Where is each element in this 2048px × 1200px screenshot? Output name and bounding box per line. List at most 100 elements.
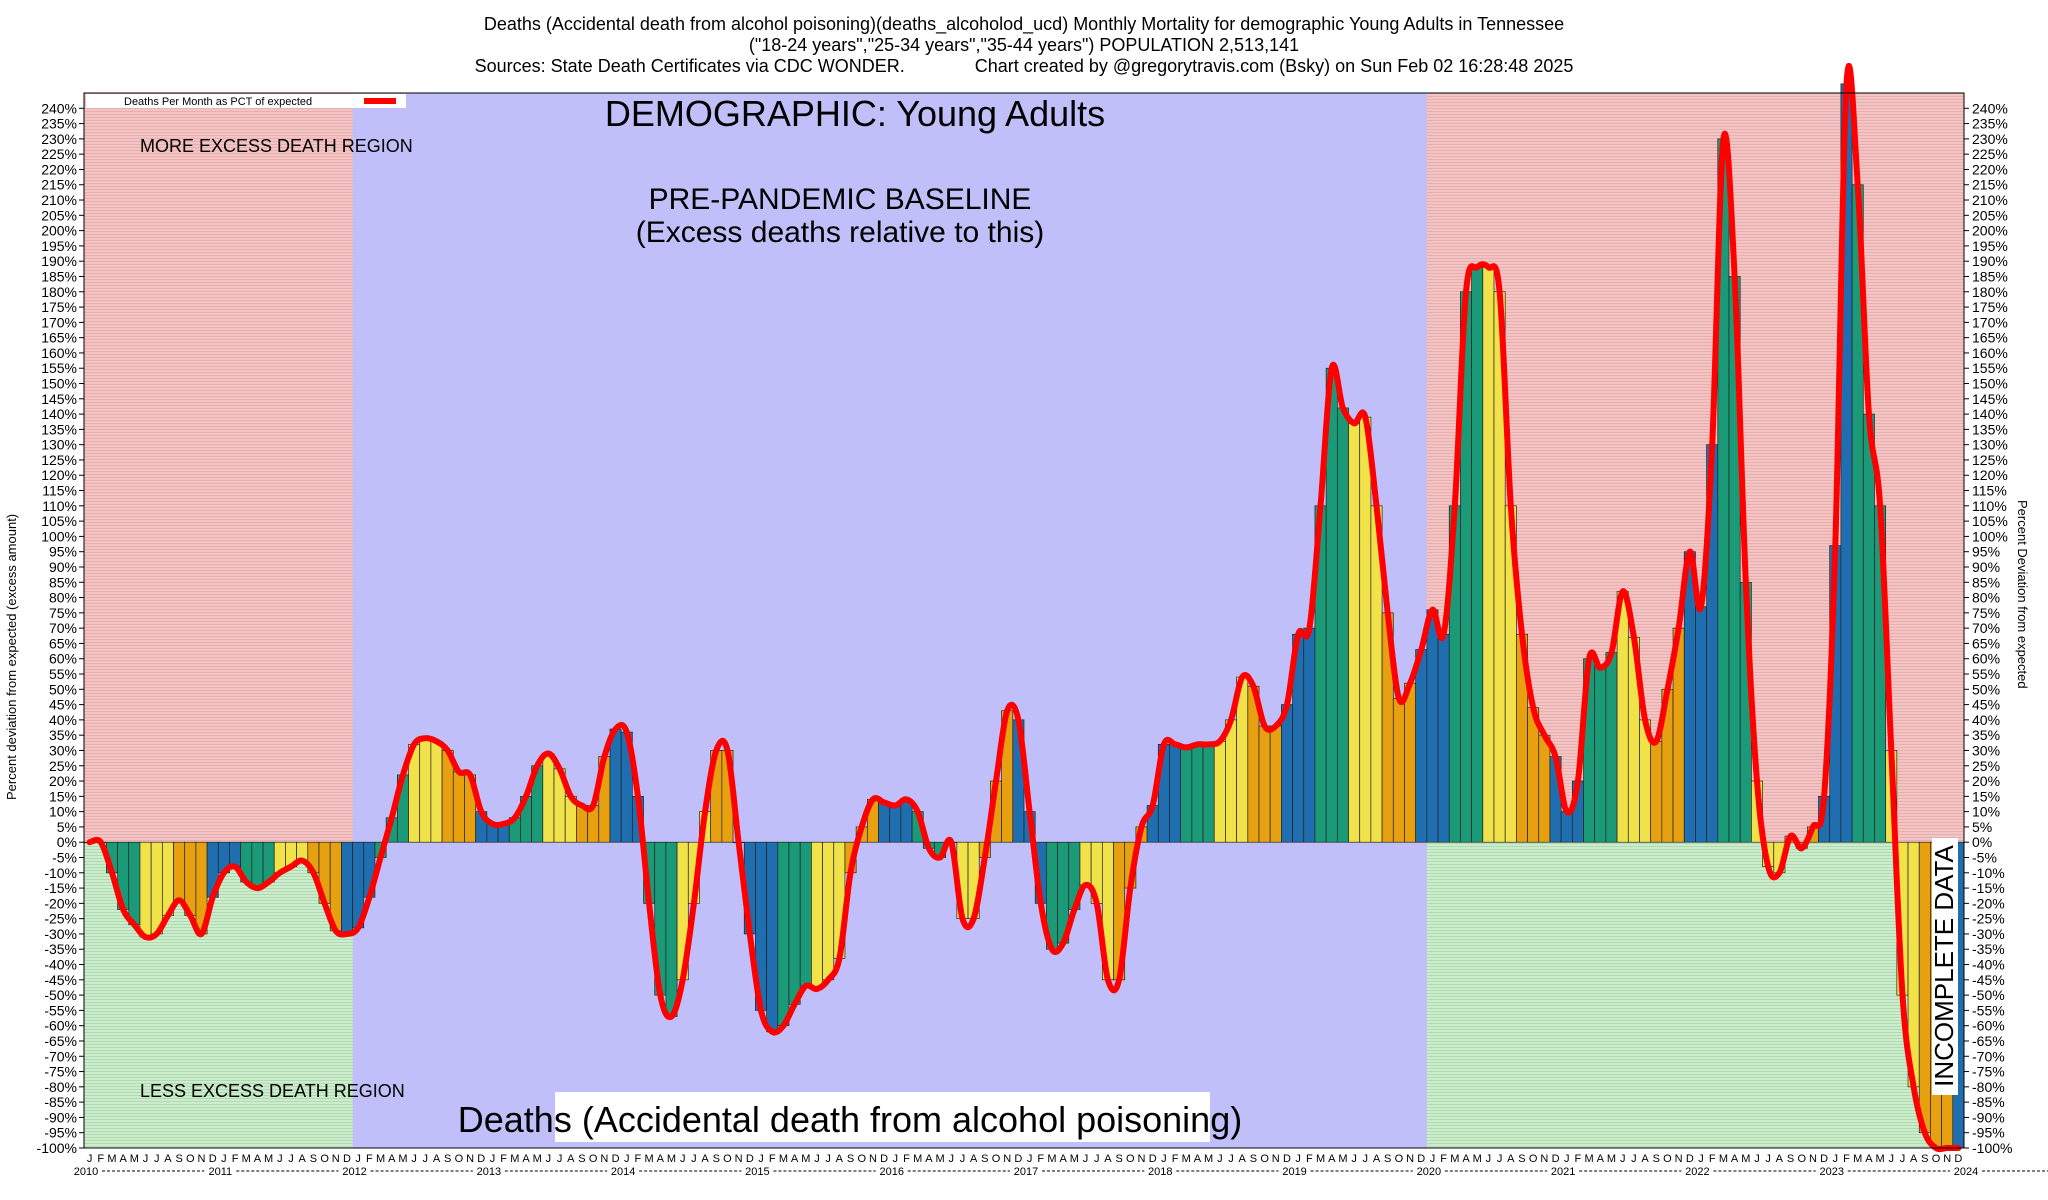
x-tick-label: S [310, 1153, 317, 1165]
year-label: 2020 [1417, 1166, 1441, 1178]
y-tick-label: 20% [49, 773, 77, 789]
y-tick-label: 155% [41, 360, 77, 376]
y-tick-label: -25% [44, 911, 77, 927]
y-tick-label-right: 10% [1972, 804, 2000, 820]
x-tick-label: J [1765, 1153, 1771, 1165]
x-tick-label: O [1126, 1153, 1135, 1165]
y-tick-label: 150% [41, 376, 77, 392]
y-tick-label: 30% [49, 742, 77, 758]
x-tick-label: D [1820, 1153, 1828, 1165]
x-tick-label: J [1698, 1153, 1704, 1165]
y-ticks: -100% -100%-95% -95%-90% -90%-85% -85%-80% -8… [37, 100, 2013, 1156]
x-tick-label: O [723, 1153, 732, 1165]
x-tick-label: J [1027, 1153, 1033, 1165]
x-tick-label: M [1741, 1153, 1750, 1165]
y-tick-label: 5% [57, 819, 77, 835]
x-tick-label: S [1518, 1153, 1525, 1165]
bar [1482, 266, 1495, 843]
x-tick-label: J [960, 1153, 966, 1165]
x-tick-label: M [935, 1153, 944, 1165]
y-tick-label: -85% [44, 1094, 77, 1110]
x-tick-label: S [713, 1153, 720, 1165]
y-tick-label-right: -85% [1972, 1094, 2005, 1110]
y-tick-label-right: -10% [1972, 865, 2005, 881]
year-label: 2017 [1014, 1166, 1038, 1178]
y-tick-label: 240% [41, 100, 77, 116]
x-tick-label: D [1686, 1153, 1694, 1165]
y-tick-label-right: 110% [1972, 498, 2007, 514]
y-tick-label-right: 205% [1972, 207, 2008, 223]
bar [1079, 841, 1092, 886]
x-tick-label: S [175, 1153, 182, 1165]
x-tick-label: A [836, 1153, 844, 1165]
x-tick-label: D [1954, 1153, 1962, 1165]
x-tick-label: N [1540, 1153, 1548, 1165]
bar [822, 841, 835, 981]
bar [1695, 606, 1707, 843]
year-label: 2022 [1685, 1166, 1709, 1178]
y-tick-label: -20% [44, 895, 77, 911]
x-tick-label: F [1843, 1153, 1850, 1165]
y-tick-label-right: 155% [1972, 360, 2008, 376]
x-tick-label: O [455, 1153, 464, 1165]
sources-text: Sources: State Death Certificates via CD… [474, 56, 905, 76]
y-tick-label: 135% [41, 421, 77, 437]
y-tick-label: 190% [41, 253, 77, 269]
x-tick-label: J [1620, 1153, 1626, 1165]
x-tick-label: A [164, 1153, 172, 1165]
y-tick-label: -65% [44, 1033, 77, 1049]
bar [1437, 633, 1450, 843]
x-tick-label: M [242, 1153, 251, 1165]
year-label: 2012 [342, 1166, 366, 1178]
x-tick-label: F [1709, 1153, 1716, 1165]
y-tick-label: 125% [41, 452, 77, 468]
bar [1605, 652, 1618, 843]
y-tick-label: -40% [44, 957, 77, 973]
bar [452, 771, 465, 843]
x-tick-label: D [1014, 1153, 1022, 1165]
x-tick-label: J [143, 1153, 149, 1165]
y-tick-label: -50% [44, 987, 77, 1003]
x-tick-label: N [1406, 1153, 1414, 1165]
y-axis-label-left: Percent deviation from expected (excess … [4, 513, 19, 800]
x-tick-label: N [1138, 1153, 1146, 1165]
chart-subtitle: ("18-24 years","25-34 years","35-44 year… [748, 35, 1300, 55]
y-tick-label-right: 195% [1972, 238, 2008, 254]
y-tick-label-right: -55% [1972, 1002, 2005, 1018]
x-tick-label: N [332, 1153, 340, 1165]
more-excess-label: MORE EXCESS DEATH REGION [140, 136, 413, 156]
y-tick-label: 25% [49, 758, 77, 774]
x-tick-label: J [546, 1153, 552, 1165]
x-tick-label: S [444, 1153, 451, 1165]
x-tick-label: S [1250, 1153, 1257, 1165]
y-tick-label: 220% [41, 161, 77, 177]
x-tick-label: F [366, 1153, 373, 1165]
bar [1560, 811, 1573, 843]
y-tick-label-right: 145% [1972, 391, 2008, 407]
x-tick-label: J [288, 1153, 294, 1165]
bar [1348, 422, 1361, 843]
year-label: 2013 [477, 1166, 501, 1178]
year-label: 2024 [1954, 1166, 1978, 1178]
x-tick-label: J [87, 1153, 93, 1165]
y-tick-label-right: 85% [1972, 574, 2000, 590]
bar [878, 802, 891, 843]
x-tick-label: J [490, 1153, 496, 1165]
y-tick-label-right: 230% [1972, 131, 2008, 147]
bars-group [83, 83, 1965, 1149]
x-tick-label: A [791, 1153, 799, 1165]
x-tick-label: O [992, 1153, 1001, 1165]
x-tick-label: J [1497, 1153, 1503, 1165]
baseline-region [352, 93, 1427, 1148]
legend: Deaths Per Month as PCT of expected [86, 94, 406, 108]
y-tick-label-right: 170% [1972, 314, 2008, 330]
y-tick-label: -70% [44, 1048, 77, 1064]
bar [1616, 591, 1629, 843]
baseline-label-line2: (Excess deaths relative to this) [636, 216, 1045, 249]
x-tick-label: F [500, 1153, 507, 1165]
x-tick-label: F [635, 1153, 642, 1165]
x-tick-label: O [320, 1153, 329, 1165]
y-tick-label: 115% [42, 483, 77, 499]
y-tick-label: 70% [49, 620, 77, 636]
y-tick-label: -10% [44, 865, 77, 881]
